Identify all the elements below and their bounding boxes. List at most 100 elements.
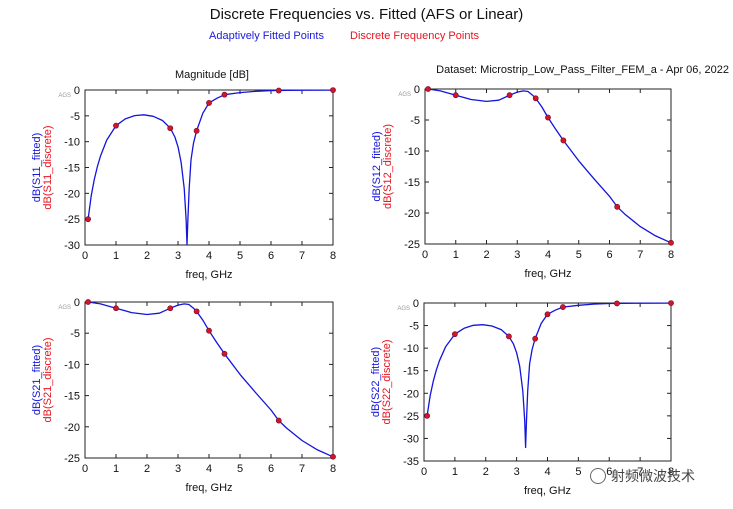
discrete-point: [275, 417, 282, 424]
x-tick-label: 0: [82, 463, 88, 475]
y-tick-label: -35: [403, 456, 419, 468]
y-tick-label: -30: [64, 240, 80, 252]
y-axis-label-fitted: dB(S12_fitted): [371, 131, 383, 201]
chart-s12: 0 1 2 3 4 5 6 7 8 0 -5 -10 -15 -20 -25 freq, GHz AGS dB(S…: [371, 64, 729, 280]
discrete-point: [424, 412, 430, 419]
x-tick-label: 3: [514, 466, 520, 478]
ags-tag: AGS: [398, 92, 411, 98]
y-tick-label: -25: [404, 239, 420, 251]
y-tick-label: -20: [403, 388, 419, 400]
x-tick-label: 7: [637, 466, 643, 478]
y-tick-label: -10: [404, 146, 420, 158]
y-tick-label: -5: [70, 111, 80, 123]
x-tick-label: 5: [575, 466, 581, 478]
chart-s11: 0 1 2 3 4 5 6 7 8 0 -5 -10 -15 -20 -25 -30 freq, GHz AGS d…: [31, 69, 336, 281]
y-tick-label: -10: [64, 359, 80, 371]
x-tick-label: 8: [668, 249, 674, 261]
y-axis-label-discrete: dB(S11_discrete): [42, 125, 54, 209]
x-tick-label: 0: [82, 250, 88, 262]
x-tick-label: 4: [544, 466, 550, 478]
discrete-point: [544, 311, 551, 318]
discrete-point: [113, 122, 119, 129]
discrete-point: [221, 350, 228, 357]
x-tick-label: 6: [268, 250, 274, 262]
y-axis-label-fitted: dB(S11_fitted): [31, 133, 43, 203]
y-tick-label: -20: [404, 208, 420, 220]
x-tick-label: 8: [330, 250, 336, 262]
discrete-point: [668, 300, 674, 306]
discrete-point: [451, 331, 458, 338]
fitted-series-line: [428, 88, 672, 244]
fitted-series-line: [87, 89, 334, 246]
y-axis-label-discrete: dB(S21_discrete): [42, 338, 54, 423]
x-axis-label: freq, GHz: [185, 482, 232, 494]
discrete-point: [275, 87, 282, 94]
fitted-series-line: [88, 301, 334, 458]
x-tick-label: 3: [514, 249, 520, 261]
chart-s22: 0 1 2 3 4 5 6 7 8 0 -5 -10 -15 -20 -25 -30 -35 freq, GHz A…: [370, 298, 674, 497]
discrete-point: [206, 327, 212, 334]
y-tick-label: 0: [414, 84, 420, 96]
x-tick-label: 7: [637, 249, 643, 261]
y-tick-label: -5: [409, 321, 419, 333]
x-tick-label: 5: [237, 463, 243, 475]
y-axis-label-fitted: dB(S22_fitted): [370, 347, 382, 417]
discrete-point: [330, 87, 336, 94]
discrete-point: [193, 127, 200, 134]
x-tick-label: 6: [268, 463, 274, 475]
legend-discrete: Discrete Frequency Points: [350, 30, 479, 42]
panel-top-label: Dataset: Microstrip_Low_Pass_Filter_FEM_…: [436, 64, 729, 76]
discrete-point: [113, 305, 119, 312]
x-tick-label: 4: [545, 249, 551, 261]
plot-frame: [423, 302, 672, 462]
discrete-point: [614, 203, 621, 210]
x-tick-label: 2: [483, 466, 489, 478]
x-tick-label: 4: [206, 250, 212, 262]
discrete-point: [193, 308, 200, 315]
discrete-point: [221, 91, 228, 98]
y-axis-label-discrete: dB(S22_discrete): [381, 340, 393, 425]
y-tick-label: -20: [64, 422, 80, 434]
y-tick-label: 0: [413, 298, 419, 310]
discrete-point: [560, 137, 567, 144]
x-tick-label: 5: [576, 249, 582, 261]
x-tick-label: 1: [113, 250, 119, 262]
plot-frame: [84, 301, 334, 459]
ags-tag: AGS: [58, 305, 71, 311]
y-tick-label: 0: [74, 85, 80, 97]
y-tick-label: -20: [64, 188, 80, 200]
x-tick-label: 3: [175, 463, 181, 475]
x-axis-label: freq, GHz: [185, 269, 232, 281]
x-tick-label: 1: [113, 463, 119, 475]
y-tick-label: -15: [403, 366, 419, 378]
y-tick-label: -15: [404, 177, 420, 189]
x-axis-label: freq, GHz: [524, 485, 571, 497]
discrete-point: [532, 95, 539, 102]
x-tick-label: 1: [452, 466, 458, 478]
discrete-point: [85, 299, 91, 305]
chart-title: Discrete Frequencies vs. Fitted (AFS or …: [209, 6, 524, 23]
discrete-point: [85, 216, 91, 223]
y-tick-label: -15: [64, 391, 80, 403]
ags-tag: AGS: [397, 306, 410, 312]
y-tick-label: -5: [410, 115, 420, 127]
y-tick-label: -25: [403, 411, 419, 423]
plot-frame: [424, 88, 672, 245]
discrete-point: [452, 92, 459, 99]
discrete-point: [206, 100, 212, 106]
fitted-series-line: [426, 302, 672, 449]
panel-top-label: Magnitude [dB]: [175, 69, 249, 81]
x-tick-label: 5: [237, 250, 243, 262]
y-tick-label: -10: [64, 137, 80, 149]
discrete-point: [545, 114, 551, 121]
discrete-point: [167, 125, 174, 132]
x-tick-label: 4: [206, 463, 212, 475]
x-tick-label: 2: [483, 249, 489, 261]
x-tick-label: 6: [606, 466, 612, 478]
y-tick-label: 0: [74, 297, 80, 309]
wechat-icon: [590, 468, 606, 484]
discrete-point: [506, 333, 512, 340]
x-tick-label: 8: [668, 466, 674, 478]
x-tick-label: 0: [421, 466, 427, 478]
y-tick-label: -15: [64, 163, 80, 175]
